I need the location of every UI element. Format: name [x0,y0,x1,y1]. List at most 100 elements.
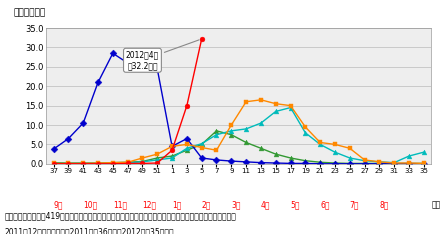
2007-08年 [81,162,86,165]
2007-08年 [229,133,234,136]
2007-08年 [332,162,337,165]
Text: 6月: 6月 [320,201,330,210]
Text: 11月: 11月 [113,201,127,210]
2009-10年 [169,145,175,148]
2009-10年 [81,122,86,124]
2007-08年 [347,162,352,165]
Line: 2009-10年: 2009-10年 [51,51,426,166]
2010-11年 [51,162,56,165]
2010-11年 [199,146,204,149]
2009-10年 [318,162,323,165]
2010-11年 [184,143,190,146]
Text: 1月: 1月 [172,201,181,210]
2009-10年 [66,137,71,140]
2007-08年 [184,149,190,152]
2010-11年 [421,162,426,165]
2010-11年 [392,162,397,165]
Text: 8月: 8月 [379,201,389,210]
2010-11年 [110,161,115,164]
2008-09年 [318,143,323,146]
2010-11年 [214,149,219,152]
2007-08年 [421,162,426,165]
2008-09年 [140,161,145,163]
Text: 12月: 12月 [143,201,157,210]
2009-10年 [421,162,426,165]
2007-08年 [377,162,382,165]
2011-12年 [169,149,175,152]
Text: 4月: 4月 [261,201,271,210]
2011-12年 [125,162,130,165]
2009-10年 [347,162,352,165]
2007-08年 [243,141,249,144]
Text: 9月: 9月 [54,201,63,210]
2010-11年 [377,161,382,163]
Line: 2007-08年: 2007-08年 [51,128,426,166]
2009-10年 [140,66,145,68]
2007-08年 [154,157,160,159]
2010-11年 [332,143,337,146]
2011-12年 [184,104,190,107]
Text: 2月: 2月 [202,201,211,210]
2011-12年 [140,162,145,165]
Line: 2011-12年: 2011-12年 [51,37,204,166]
2007-08年 [95,162,101,165]
2009-10年 [258,161,264,164]
2010-11年 [125,161,130,164]
2009-10年 [199,157,204,159]
2008-09年 [154,158,160,161]
2009-10年 [125,62,130,64]
2008-09年 [199,142,204,145]
2009-10年 [362,162,367,165]
2009-10年 [154,67,160,70]
2010-11年 [154,153,160,156]
Text: 2012年4週
Ｓ32.2人）: 2012年4週 Ｓ32.2人） [126,40,199,70]
2011-12年 [51,162,56,165]
Text: 上記データは、都内419インフルエンザ定点医療機関から報告された患者数を報告機関数で割ったものである: 上記データは、都内419インフルエンザ定点医療機関から報告された患者数を報告機関… [4,212,236,221]
2008-09年 [332,151,337,154]
Text: （人／定点）: （人／定点） [14,8,46,17]
2008-09年 [407,155,412,157]
2008-09年 [377,161,382,163]
2007-08年 [66,162,71,165]
2007-08年 [288,157,293,159]
2010-11年 [273,102,279,105]
2010-11年 [407,162,412,165]
2007-08年 [318,161,323,164]
2009-10年 [392,162,397,165]
2009-10年 [229,160,234,162]
2011-12年 [66,162,71,165]
2010-11年 [347,147,352,150]
2007-08年 [392,162,397,165]
2007-08年 [258,147,264,150]
2010-11年 [81,162,86,165]
2010-11年 [303,126,308,128]
2010-11年 [169,145,175,148]
2008-09年 [243,128,249,130]
2007-08年 [140,160,145,163]
2008-09年 [421,151,426,154]
2008-09年 [95,162,101,165]
2009-10年 [407,162,412,165]
2009-10年 [273,162,279,165]
2008-09年 [66,162,71,165]
2008-09年 [214,133,219,136]
2008-09年 [303,131,308,134]
2009-10年 [332,162,337,165]
Line: 2008-09年: 2008-09年 [51,105,426,166]
2011-12年 [154,162,160,165]
2011-12年 [110,162,115,165]
2007-08年 [362,162,367,165]
2007-08年 [273,153,279,156]
2009-10年 [95,81,101,84]
2009-10年 [377,162,382,165]
2009-10年 [184,137,190,140]
2008-09年 [258,122,264,124]
2010-11年 [362,158,367,161]
Text: 7月: 7月 [350,201,359,210]
2008-09年 [169,157,175,159]
2010-11年 [288,104,293,107]
2010-11年 [229,124,234,126]
Text: 5月: 5月 [290,201,300,210]
Text: 3月: 3月 [231,201,241,210]
2009-10年 [288,162,293,165]
